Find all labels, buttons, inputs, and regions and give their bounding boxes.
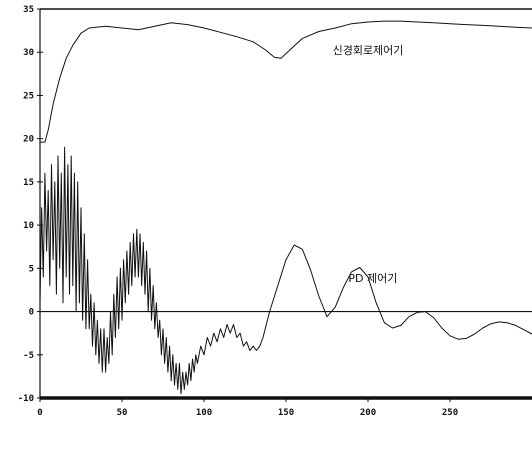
y-tick-label: 35 (23, 5, 34, 15)
x-tick-label: 150 (278, 408, 294, 418)
chart-annotations: 신경회로제어기 PD 제어기 (333, 44, 404, 285)
x-tick-label: 50 (117, 408, 128, 418)
y-tick-label: 30 (23, 48, 34, 58)
annotation-neural-controller: 신경회로제어기 (333, 44, 404, 57)
x-tick-label: 200 (360, 408, 376, 418)
y-tick-label: 10 (23, 221, 34, 231)
y-tick-label: 25 (23, 91, 34, 101)
y-tick-label: 0 (29, 308, 34, 318)
neural-controller-line (40, 20, 532, 143)
series-layer (39, 20, 532, 395)
x-tick-label: 0 (37, 408, 42, 418)
y-tick-label: 15 (23, 178, 34, 188)
annotation-pd-controller: PD 제어기 (348, 272, 397, 285)
y-tick-label: 5 (29, 264, 34, 274)
x-tick-label: 100 (196, 408, 212, 418)
y-tick-label: -5 (23, 351, 34, 361)
pd-controller-line (39, 146, 532, 395)
y-tick-label: 20 (23, 135, 34, 145)
y-tick-label: -10 (18, 394, 34, 404)
x-tick-label: 250 (442, 408, 458, 418)
